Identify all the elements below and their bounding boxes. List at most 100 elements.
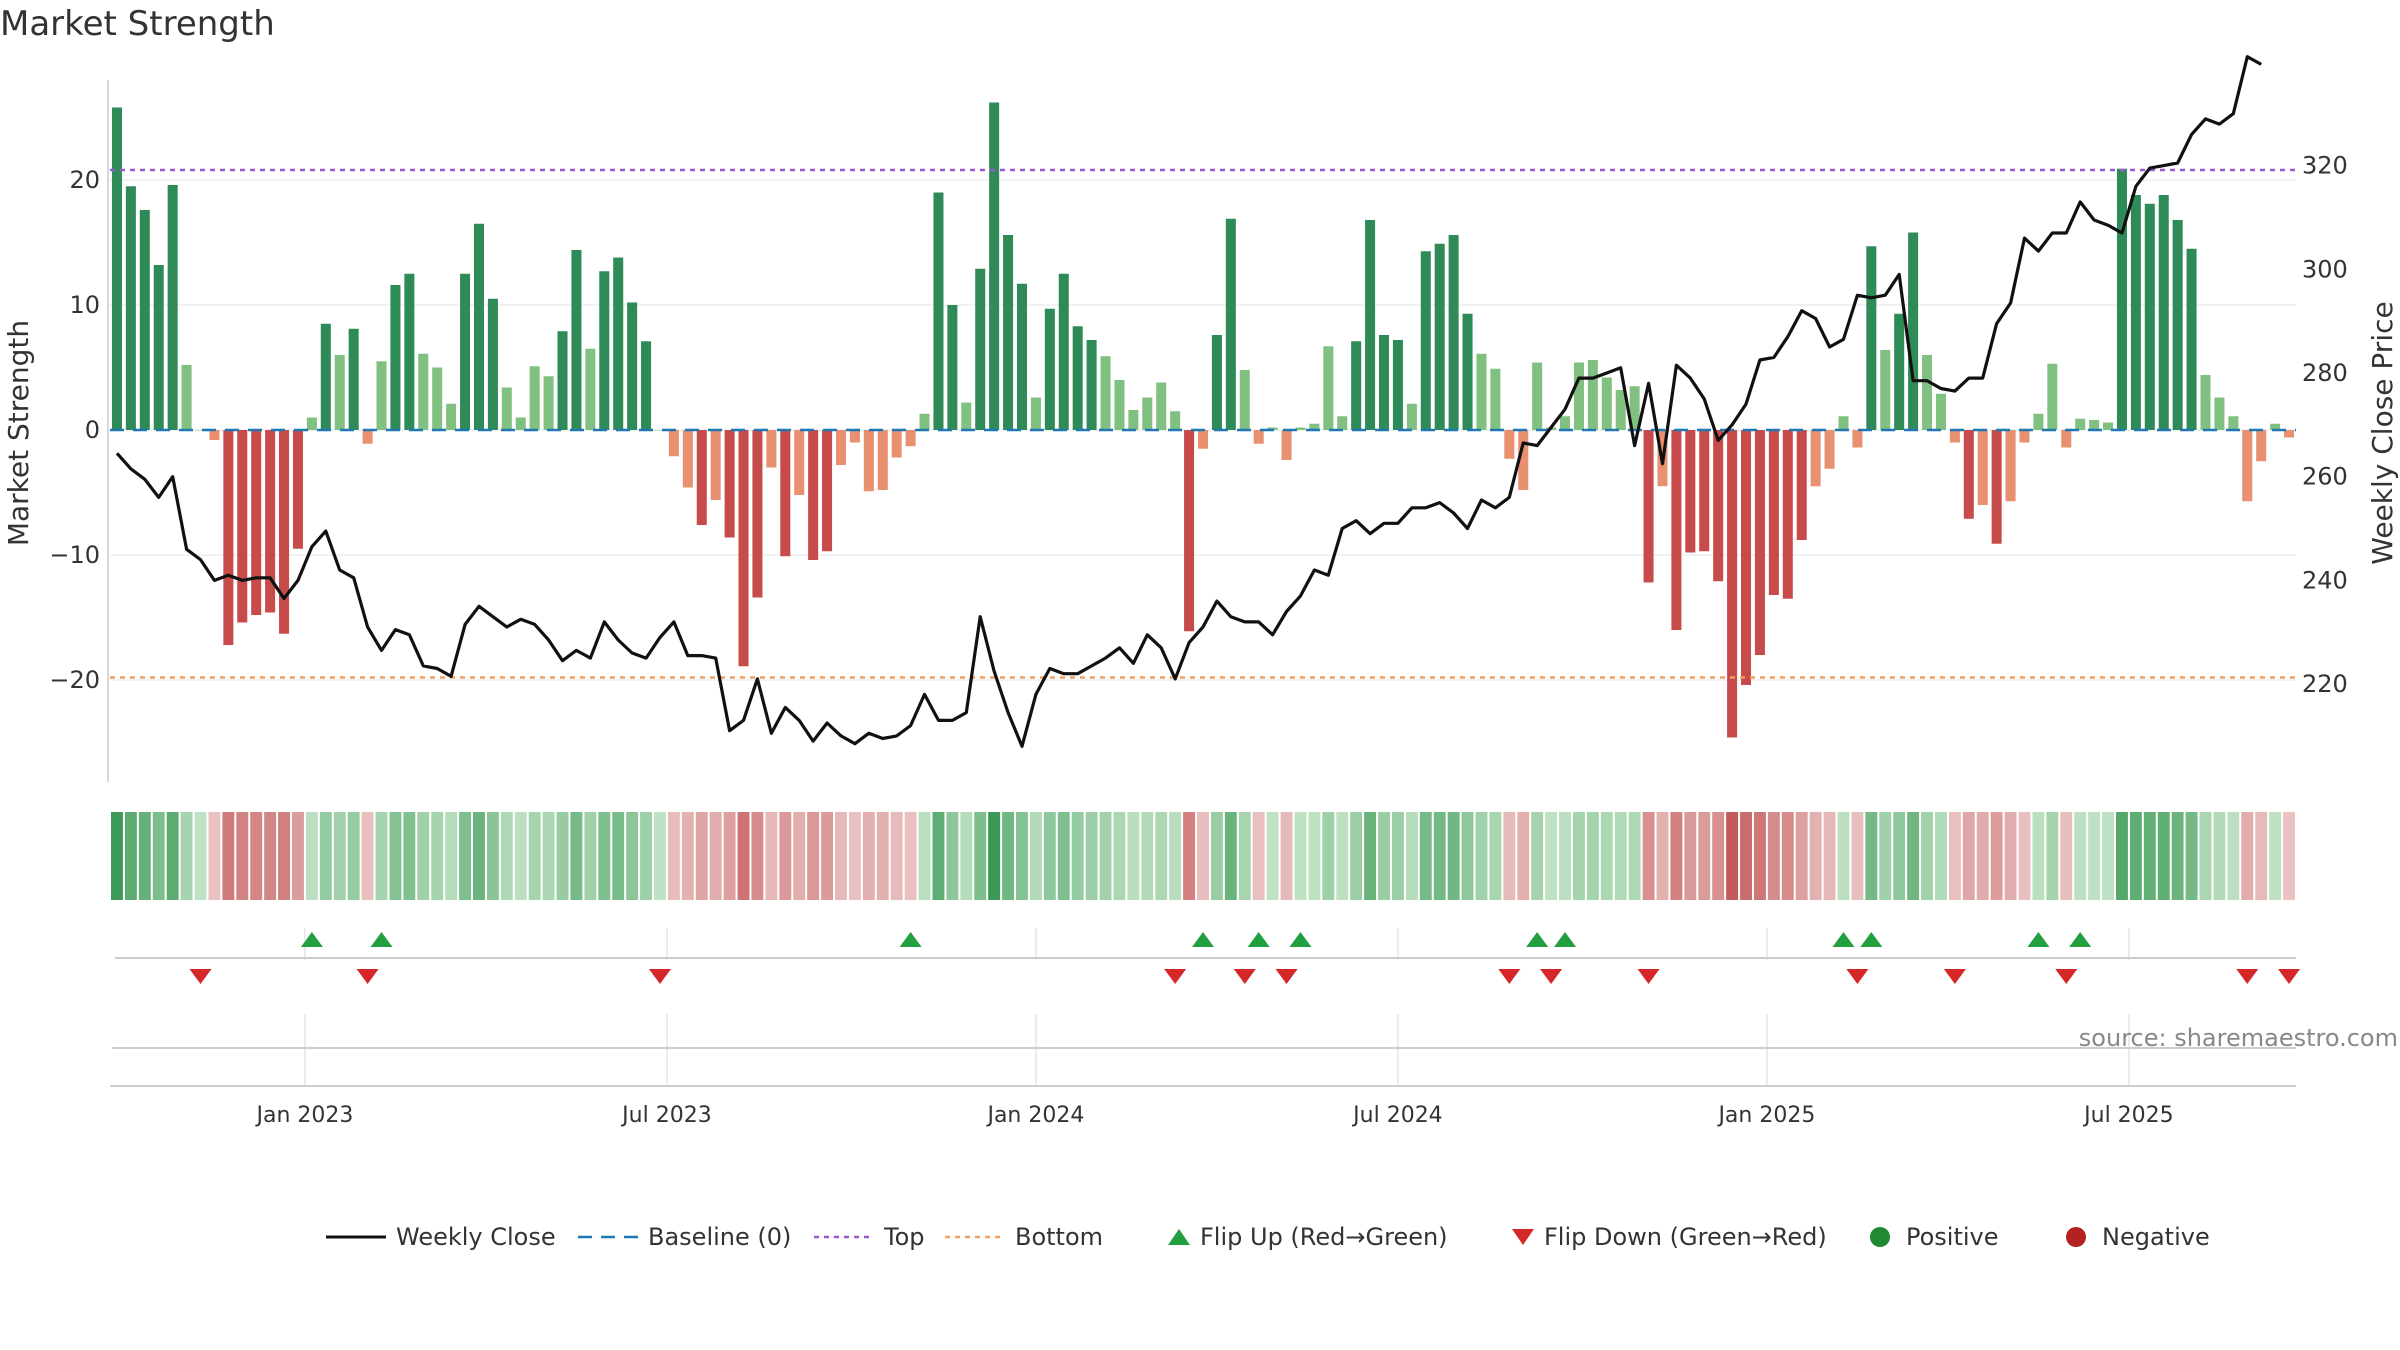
strength-bar bbox=[1142, 397, 1153, 430]
strength-bar bbox=[334, 355, 345, 430]
y-tick-label: −10 bbox=[49, 541, 100, 569]
strength-bar bbox=[1295, 427, 1306, 430]
strength-bar bbox=[1016, 283, 1028, 430]
strength-bar bbox=[1727, 430, 1738, 738]
strength-bar bbox=[1211, 335, 1222, 430]
strength-bar bbox=[1003, 235, 1014, 430]
strength-bar bbox=[1170, 411, 1181, 430]
strength-bar bbox=[1434, 243, 1445, 430]
heat-cell bbox=[793, 812, 806, 900]
flip-down-marker bbox=[1164, 969, 1187, 984]
flip-up-marker bbox=[1832, 932, 1855, 947]
heat-cell bbox=[2046, 812, 2059, 900]
strength-bar bbox=[961, 402, 972, 430]
strength-bar bbox=[2089, 420, 2100, 430]
strength-bar bbox=[153, 265, 164, 430]
y2-tick-label: 320 bbox=[2302, 152, 2348, 180]
strength-bar bbox=[2019, 430, 2030, 443]
heat-cell bbox=[1043, 812, 1056, 900]
strength-bar bbox=[682, 430, 693, 488]
heat-cell bbox=[166, 812, 179, 900]
heat-cell bbox=[932, 812, 945, 900]
heat-cell bbox=[1670, 812, 1683, 900]
heat-cell bbox=[1600, 812, 1613, 900]
heat-cell bbox=[570, 812, 583, 900]
heat-cell bbox=[2213, 812, 2226, 900]
heat-cell bbox=[695, 812, 708, 900]
heat-cell bbox=[1183, 812, 1196, 900]
heat-cell bbox=[1364, 812, 1377, 900]
strength-bar bbox=[1796, 430, 1807, 540]
legend-label: Top bbox=[883, 1223, 925, 1251]
strength-bar bbox=[2144, 203, 2155, 430]
flip-down-marker bbox=[1233, 969, 1256, 984]
flip-up-marker bbox=[1526, 932, 1549, 947]
legend-swatch-flip-down bbox=[1512, 1229, 1534, 1245]
flip-down-marker bbox=[1498, 969, 1521, 984]
strength-bar bbox=[2158, 195, 2169, 430]
strength-bar bbox=[794, 430, 805, 495]
strength-bar bbox=[2214, 397, 2225, 430]
heat-cell bbox=[1503, 812, 1516, 900]
legend-swatch-flip-up bbox=[1168, 1229, 1190, 1245]
heat-cell bbox=[1698, 812, 1711, 900]
legend: Weekly Close Baseline (0) Top Bottom Flip Up… bbox=[326, 1223, 2210, 1251]
strength-bar bbox=[1086, 340, 1097, 430]
heat-cell bbox=[1405, 812, 1418, 900]
strength-bar bbox=[1518, 430, 1529, 490]
heat-cell bbox=[584, 812, 597, 900]
heat-cell bbox=[319, 812, 332, 900]
heat-cell bbox=[890, 812, 903, 900]
strength-bar bbox=[446, 403, 457, 430]
heat-cell bbox=[1684, 812, 1697, 900]
legend-item-negative: Negative bbox=[2066, 1223, 2210, 1251]
flip-down-marker bbox=[1846, 969, 1869, 984]
x-tick-label: Jan 2024 bbox=[985, 1103, 1084, 1128]
heat-cell bbox=[946, 812, 959, 900]
strength-bar bbox=[989, 102, 1000, 430]
strength-bar bbox=[1378, 335, 1390, 430]
flip-up-marker bbox=[1289, 932, 1312, 947]
strength-bar bbox=[1100, 356, 1111, 430]
strength-bar bbox=[1560, 416, 1571, 430]
legend-label: Baseline (0) bbox=[648, 1223, 791, 1251]
heat-cell bbox=[1740, 812, 1752, 900]
heat-cell bbox=[180, 812, 193, 900]
heat-cell bbox=[2269, 812, 2282, 900]
strength-bar bbox=[1114, 380, 1125, 430]
strength-bar bbox=[1323, 346, 1334, 430]
strength-bar bbox=[1406, 403, 1417, 430]
heat-cell bbox=[1962, 812, 1975, 900]
flip-up-marker bbox=[370, 932, 393, 947]
heat-cell bbox=[1113, 812, 1126, 900]
heat-cell bbox=[1781, 812, 1794, 900]
heat-cell bbox=[598, 812, 611, 900]
strength-bar bbox=[877, 430, 888, 490]
heat-cell bbox=[1809, 812, 1822, 900]
strength-bar bbox=[432, 367, 443, 430]
heat-cell bbox=[1433, 812, 1446, 900]
legend-item-close: Weekly Close bbox=[326, 1223, 556, 1251]
strength-bar bbox=[710, 430, 721, 500]
strength-bar bbox=[1058, 273, 1069, 430]
heat-cell bbox=[1057, 812, 1070, 900]
strength-bar bbox=[835, 430, 846, 465]
strength-bar bbox=[975, 268, 986, 430]
flip-up-marker bbox=[2069, 932, 2092, 947]
heat-cell bbox=[431, 812, 444, 900]
heat-cell bbox=[1308, 812, 1321, 900]
heat-cell bbox=[1990, 812, 2003, 900]
strength-bar bbox=[724, 430, 735, 538]
heat-cell bbox=[1489, 812, 1502, 900]
strength-bar bbox=[292, 430, 303, 549]
strength-bar bbox=[557, 331, 568, 430]
heat-cell bbox=[1726, 812, 1739, 900]
heat-cell bbox=[1029, 812, 1042, 900]
strength-bar bbox=[1239, 370, 1250, 430]
y-tick-label: 0 bbox=[85, 416, 100, 444]
heat-cell bbox=[667, 812, 680, 900]
strength-bar bbox=[2228, 416, 2239, 430]
heat-cell bbox=[375, 812, 388, 900]
strength-bar bbox=[1128, 410, 1139, 430]
